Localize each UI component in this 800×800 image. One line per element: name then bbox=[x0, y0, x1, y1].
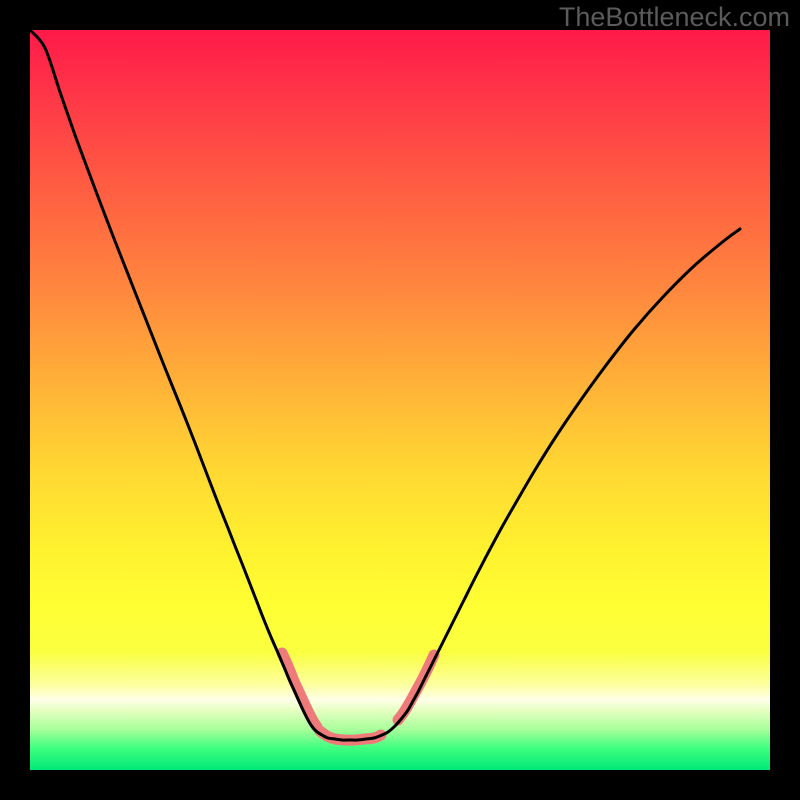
plot-area bbox=[30, 30, 770, 770]
bottleneck-curve bbox=[30, 30, 740, 740]
curve-highlight-segment bbox=[282, 653, 317, 727]
curve-layer bbox=[30, 30, 770, 770]
curve-highlight-segments bbox=[282, 653, 434, 740]
curve-highlight-segment bbox=[398, 655, 434, 720]
chart-stage: TheBottleneck.com bbox=[0, 0, 800, 800]
watermark-text: TheBottleneck.com bbox=[559, 2, 790, 33]
